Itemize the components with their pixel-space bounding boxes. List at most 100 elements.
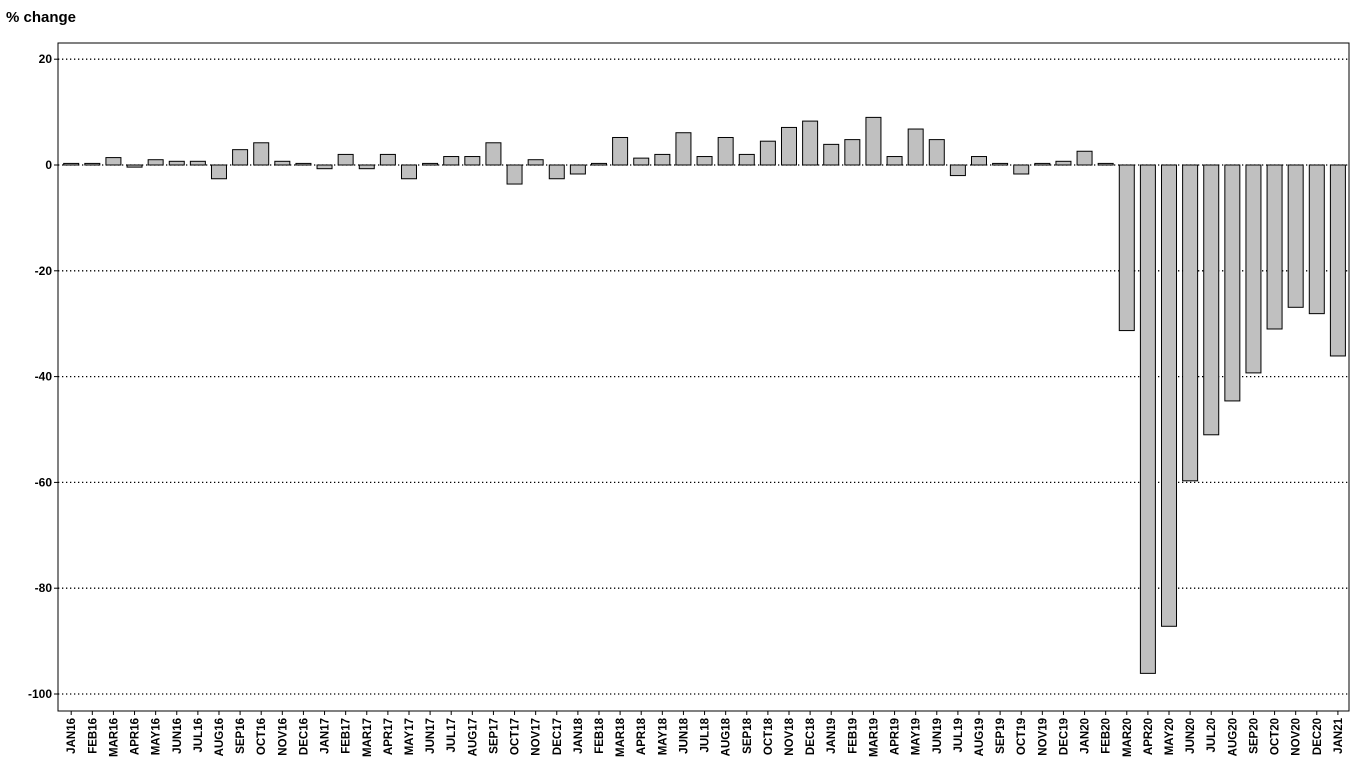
x-tick-label: NOV18 xyxy=(784,717,796,755)
bar-nov19 xyxy=(1034,162,1051,166)
x-tick-label: NOV20 xyxy=(1291,718,1303,756)
x-tick-label: APR20 xyxy=(1143,718,1155,755)
x-tick-label: SEP19 xyxy=(995,718,1007,754)
x-tick-label: DEC17 xyxy=(552,718,564,755)
x-tick-label: AUG17 xyxy=(467,718,479,756)
y-tick-labels: 20 0 -20 -40 -60 -80 -100 xyxy=(28,52,52,701)
bar-may19 xyxy=(907,128,924,166)
bar-dec19 xyxy=(1055,160,1072,166)
bar-oct19 xyxy=(1013,164,1030,175)
bar-nov16 xyxy=(274,160,291,166)
bar-apr16 xyxy=(126,164,143,168)
bar-mar16 xyxy=(105,157,122,166)
bar-jan18 xyxy=(569,164,586,175)
x-tick-label: JAN16 xyxy=(66,718,78,754)
x-tick-label: DEC18 xyxy=(805,717,817,755)
bar-sep18 xyxy=(738,153,755,166)
x-tick-label: AUG19 xyxy=(974,718,986,756)
bar-apr20 xyxy=(1139,164,1156,674)
y-tick-label: -20 xyxy=(35,264,53,278)
x-tick-label: JUN16 xyxy=(172,718,184,754)
x-tick-label: JUL19 xyxy=(953,718,965,753)
x-tick-label: AUG16 xyxy=(214,718,226,756)
x-tick-label: JUL20 xyxy=(1206,718,1218,753)
x-tick-label: JAN17 xyxy=(320,718,332,754)
bar-dec16 xyxy=(295,162,312,166)
bar-oct18 xyxy=(759,140,776,166)
y-tick-label: 0 xyxy=(45,158,52,172)
bar-jul20 xyxy=(1203,164,1220,436)
x-tick-label: JUN18 xyxy=(678,717,690,753)
x-tick-label: JUN17 xyxy=(425,718,437,754)
bar-aug18 xyxy=(717,136,734,166)
y-tick-label: -60 xyxy=(35,475,53,489)
bar-oct16 xyxy=(253,142,270,166)
x-tick-label: FEB20 xyxy=(1101,718,1113,754)
x-tick-label: DEC16 xyxy=(298,718,310,755)
x-tick-label: MAY16 xyxy=(151,718,163,755)
x-tick-label: DEC20 xyxy=(1312,718,1324,755)
bar-dec18 xyxy=(802,120,819,166)
x-tick-label: MAY20 xyxy=(1164,718,1176,755)
y-axis-title: % change xyxy=(6,9,76,26)
bar-apr18 xyxy=(633,157,650,166)
x-tick-label: JUL16 xyxy=(193,718,205,753)
y-tick-label: -80 xyxy=(35,581,53,595)
y-tick-label: 20 xyxy=(39,52,53,66)
bar-nov18 xyxy=(781,126,797,166)
x-tick-label: MAR18 xyxy=(615,717,627,757)
bar-jan16 xyxy=(63,162,80,166)
bar-apr19 xyxy=(886,156,903,166)
x-tick-label: JUL17 xyxy=(446,718,458,753)
bar-jun16 xyxy=(168,160,185,166)
bar-feb18 xyxy=(590,162,607,166)
bar-may17 xyxy=(400,164,417,180)
x-tick-label: JAN19 xyxy=(826,718,838,754)
bar-nov17 xyxy=(527,159,544,166)
bar-mar19 xyxy=(865,116,882,166)
bar-sep19 xyxy=(992,162,1009,166)
bar-feb20 xyxy=(1097,162,1114,166)
x-tick-label: JAN21 xyxy=(1333,717,1345,753)
bar-jul19 xyxy=(949,164,966,177)
x-tick-label: AUG18 xyxy=(721,717,733,756)
bar-mar17 xyxy=(358,164,375,170)
x-tick-label: MAR20 xyxy=(1122,718,1134,757)
bar-aug19 xyxy=(971,156,987,166)
bar-jan19 xyxy=(823,143,840,166)
bar-oct17 xyxy=(506,164,523,185)
x-tick-label: MAR19 xyxy=(868,718,880,757)
bar-feb19 xyxy=(844,139,861,166)
bar-may18 xyxy=(654,153,671,166)
x-tick-label: JUN19 xyxy=(932,718,944,754)
bar-jan20 xyxy=(1076,150,1093,166)
x-tick-label: AUG20 xyxy=(1227,718,1239,756)
plot-frame xyxy=(57,42,1350,712)
x-tick-label: MAY17 xyxy=(404,718,416,755)
x-tick-label: APR16 xyxy=(130,718,142,755)
x-tick-label: DEC19 xyxy=(1058,718,1070,755)
bar-sep20 xyxy=(1245,164,1262,374)
bar-mar20 xyxy=(1118,164,1135,332)
bar-jun18 xyxy=(675,132,692,166)
x-tick-label: APR18 xyxy=(636,717,648,755)
x-tick-label: NOV19 xyxy=(1037,718,1049,756)
x-tick-label: OCT17 xyxy=(510,718,522,755)
x-tick-label: SEP16 xyxy=(235,718,247,754)
x-tick-label: FEB17 xyxy=(341,718,353,754)
bar-feb17 xyxy=(337,153,354,166)
x-tick-label: NOV16 xyxy=(277,718,289,756)
bar-apr17 xyxy=(379,153,396,166)
x-tick-label: JAN18 xyxy=(573,717,585,753)
bar-nov20 xyxy=(1287,164,1304,308)
y-tick-label: -40 xyxy=(35,370,53,384)
gridlines xyxy=(54,58,1349,695)
x-tick-labels: JAN16 FEB16 MAR16 APR16 MAY16 JUN16 JUL16 AUG16… xyxy=(66,711,1345,757)
x-tick-label: SEP18 xyxy=(742,717,754,753)
x-tick-label: JUN20 xyxy=(1185,718,1197,754)
x-tick-label: MAR16 xyxy=(108,718,120,757)
bar-may20 xyxy=(1161,164,1178,627)
bar-jun20 xyxy=(1182,164,1199,482)
y-tick-label: -100 xyxy=(28,687,52,701)
bar-may16 xyxy=(147,159,164,166)
